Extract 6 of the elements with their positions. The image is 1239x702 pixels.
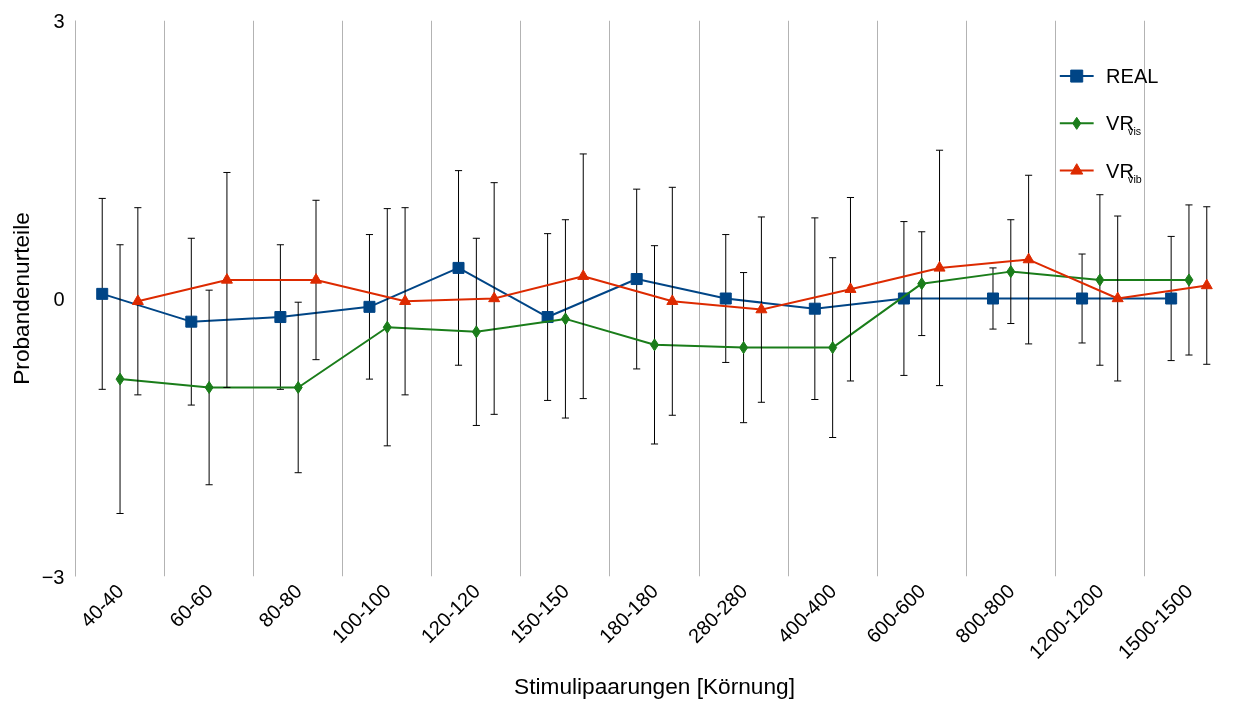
y-tick-label: 0 [53,287,65,310]
x-axis-title: Stimulipaarungen [Körnung] [514,673,795,700]
y-axis-title: Probandenurteile [7,212,34,385]
legend-label: REAL [1106,65,1159,88]
y-tick-label: 3 [53,9,65,32]
y-tick-label: −3 [41,565,65,588]
